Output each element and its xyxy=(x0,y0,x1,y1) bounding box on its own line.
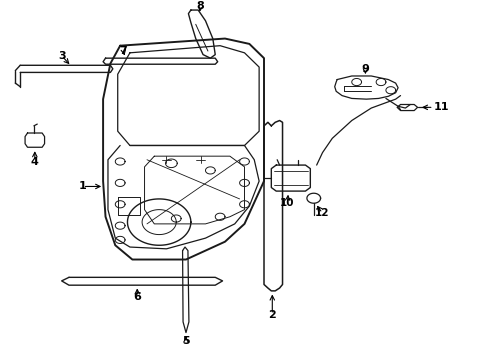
Text: 6: 6 xyxy=(133,292,141,302)
Text: 9: 9 xyxy=(361,64,368,74)
Text: 11: 11 xyxy=(433,102,448,112)
Text: 8: 8 xyxy=(196,1,204,12)
Text: 3: 3 xyxy=(58,51,65,61)
Text: 1: 1 xyxy=(79,181,86,192)
Text: 5: 5 xyxy=(182,336,189,346)
Text: 10: 10 xyxy=(280,198,294,208)
Text: 12: 12 xyxy=(315,208,329,218)
Text: 2: 2 xyxy=(268,310,276,320)
Text: 4: 4 xyxy=(31,157,39,167)
Text: 7: 7 xyxy=(120,46,127,56)
